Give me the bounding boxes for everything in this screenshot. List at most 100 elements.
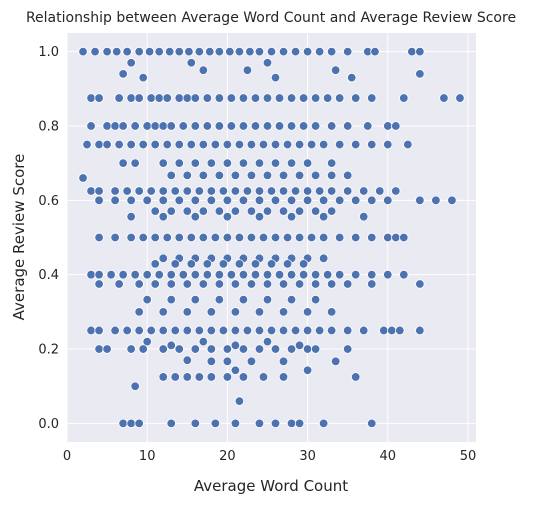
data-point	[270, 72, 281, 83]
data-point	[146, 325, 156, 336]
data-point	[326, 121, 337, 131]
data-point	[278, 279, 289, 289]
data-point	[294, 232, 305, 243]
data-point	[190, 121, 201, 131]
data-point	[186, 259, 197, 269]
data-point	[347, 72, 357, 83]
data-point	[282, 232, 293, 243]
data-point	[202, 269, 213, 280]
data-point	[326, 170, 337, 181]
data-point	[318, 211, 329, 222]
data-point	[126, 211, 136, 222]
data-point	[190, 211, 201, 222]
data-point	[222, 232, 233, 243]
data-point	[114, 279, 124, 289]
data-point	[142, 269, 152, 280]
data-point	[222, 195, 233, 206]
data-point	[234, 259, 245, 269]
data-point	[222, 211, 233, 222]
data-point	[130, 269, 140, 280]
data-point	[254, 46, 265, 57]
data-point	[262, 294, 273, 305]
data-point	[318, 232, 329, 243]
data-point	[334, 139, 345, 150]
data-point	[222, 372, 233, 382]
data-point	[326, 279, 337, 289]
data-point	[170, 372, 180, 382]
data-point	[302, 186, 313, 196]
data-point	[258, 139, 269, 150]
data-point	[310, 93, 321, 103]
data-point	[258, 372, 269, 382]
data-point	[174, 93, 184, 103]
data-point	[94, 232, 104, 243]
data-point	[144, 46, 155, 57]
data-point	[254, 158, 265, 168]
data-point	[142, 195, 152, 206]
data-point	[383, 195, 393, 206]
data-point	[158, 344, 168, 354]
data-point	[94, 139, 104, 150]
data-point	[278, 186, 289, 196]
data-point	[138, 344, 148, 354]
data-point	[359, 211, 369, 222]
data-point	[310, 121, 321, 131]
data-point	[214, 93, 225, 103]
data-point	[270, 195, 281, 206]
data-point	[266, 46, 277, 57]
data-point	[130, 158, 140, 168]
data-point	[278, 206, 289, 216]
data-point	[254, 307, 265, 317]
data-point	[162, 93, 172, 103]
data-point	[286, 93, 297, 103]
data-point	[94, 325, 104, 336]
data-point	[206, 325, 217, 336]
data-point	[210, 418, 221, 429]
data-point	[174, 232, 184, 243]
data-point	[274, 121, 285, 131]
data-point	[431, 195, 441, 206]
data-point	[182, 279, 192, 289]
x-tick-label: 40	[380, 449, 397, 464]
data-point	[150, 139, 160, 150]
data-point	[206, 195, 217, 206]
data-point	[254, 344, 265, 354]
data-point	[359, 325, 369, 336]
data-point	[270, 139, 281, 150]
data-point	[318, 418, 329, 429]
data-point	[130, 121, 140, 131]
data-point	[126, 195, 136, 206]
data-point	[403, 139, 413, 150]
data-point	[186, 139, 197, 150]
data-point	[302, 307, 313, 317]
data-point	[342, 170, 353, 181]
data-point	[186, 232, 197, 243]
data-point	[190, 418, 201, 429]
data-point	[86, 121, 96, 131]
data-point	[262, 170, 273, 181]
data-point	[198, 336, 209, 347]
data-point	[383, 121, 393, 131]
data-point	[174, 139, 184, 150]
data-point	[242, 186, 253, 196]
data-point	[230, 365, 241, 375]
data-point	[298, 269, 309, 280]
data-point	[110, 186, 120, 196]
data-point	[164, 46, 175, 57]
data-point	[262, 206, 273, 216]
data-point	[182, 325, 192, 336]
data-point	[258, 232, 269, 243]
data-point	[190, 195, 201, 206]
data-point	[184, 46, 194, 57]
data-point	[198, 65, 209, 75]
data-point	[234, 232, 245, 243]
data-point	[294, 279, 305, 289]
data-point	[166, 340, 176, 351]
data-point	[302, 365, 313, 375]
data-point	[118, 69, 128, 79]
data-point	[166, 294, 176, 305]
data-point	[294, 418, 305, 429]
data-point	[198, 170, 209, 181]
